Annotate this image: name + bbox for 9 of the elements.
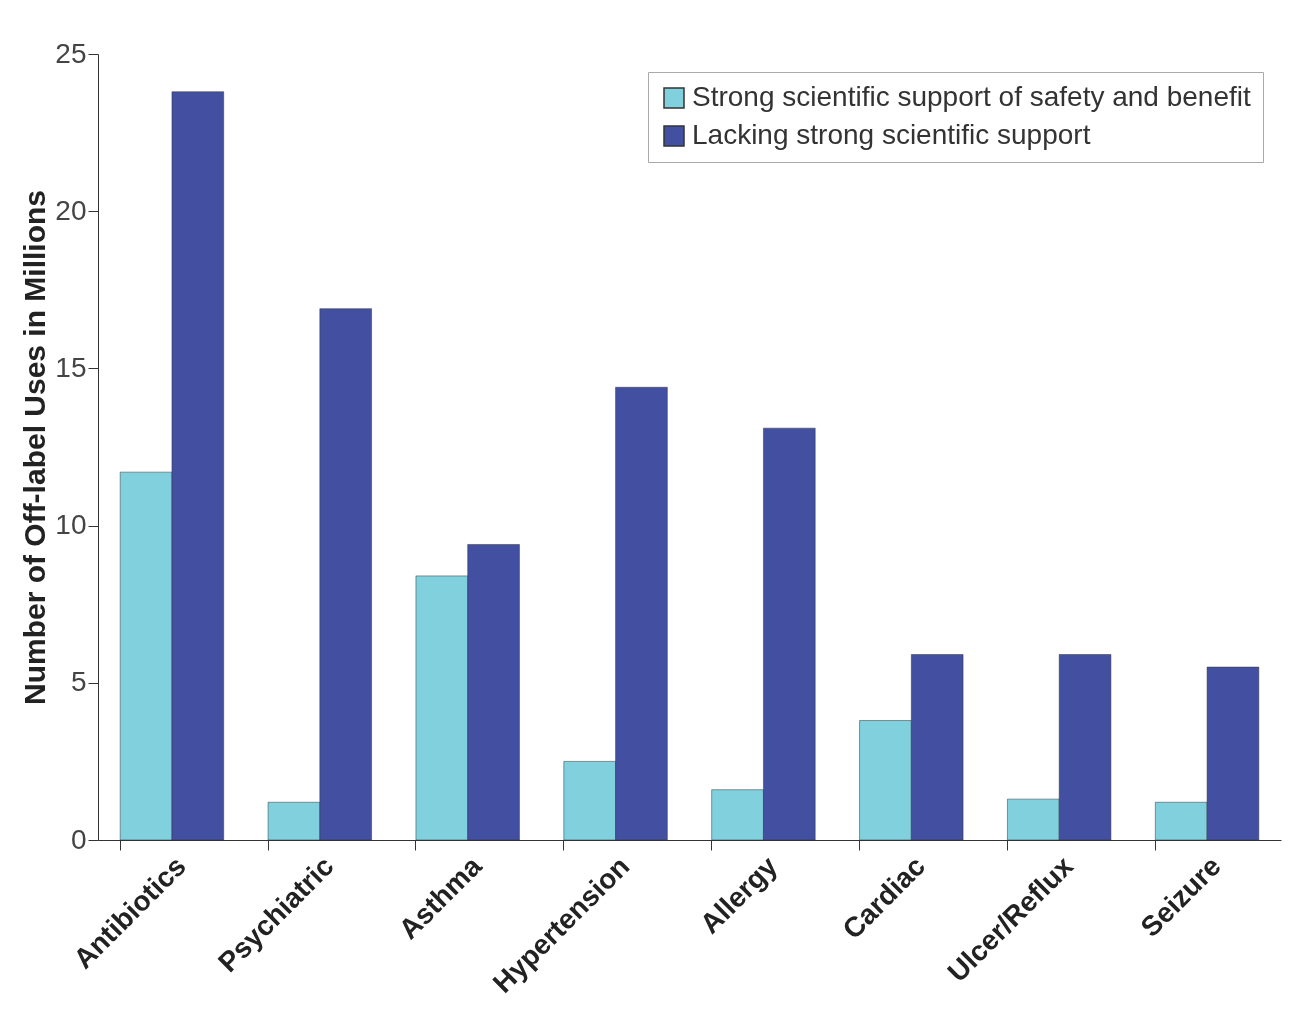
legend-label: Lacking strong scientific support (692, 119, 1091, 150)
y-tick-label: 20 (55, 194, 87, 226)
y-tick-label: 25 (55, 37, 87, 69)
legend-label: Strong scientific support of safety and benefit (692, 81, 1251, 112)
y-tick-label: 15 (55, 351, 87, 383)
y-tick-label: 0 (70, 823, 87, 855)
y-axis-title: Number of Off-label Uses in Millions (18, 189, 52, 706)
y-tick-label: 10 (55, 509, 87, 541)
y-tick-label: 5 (70, 666, 87, 698)
